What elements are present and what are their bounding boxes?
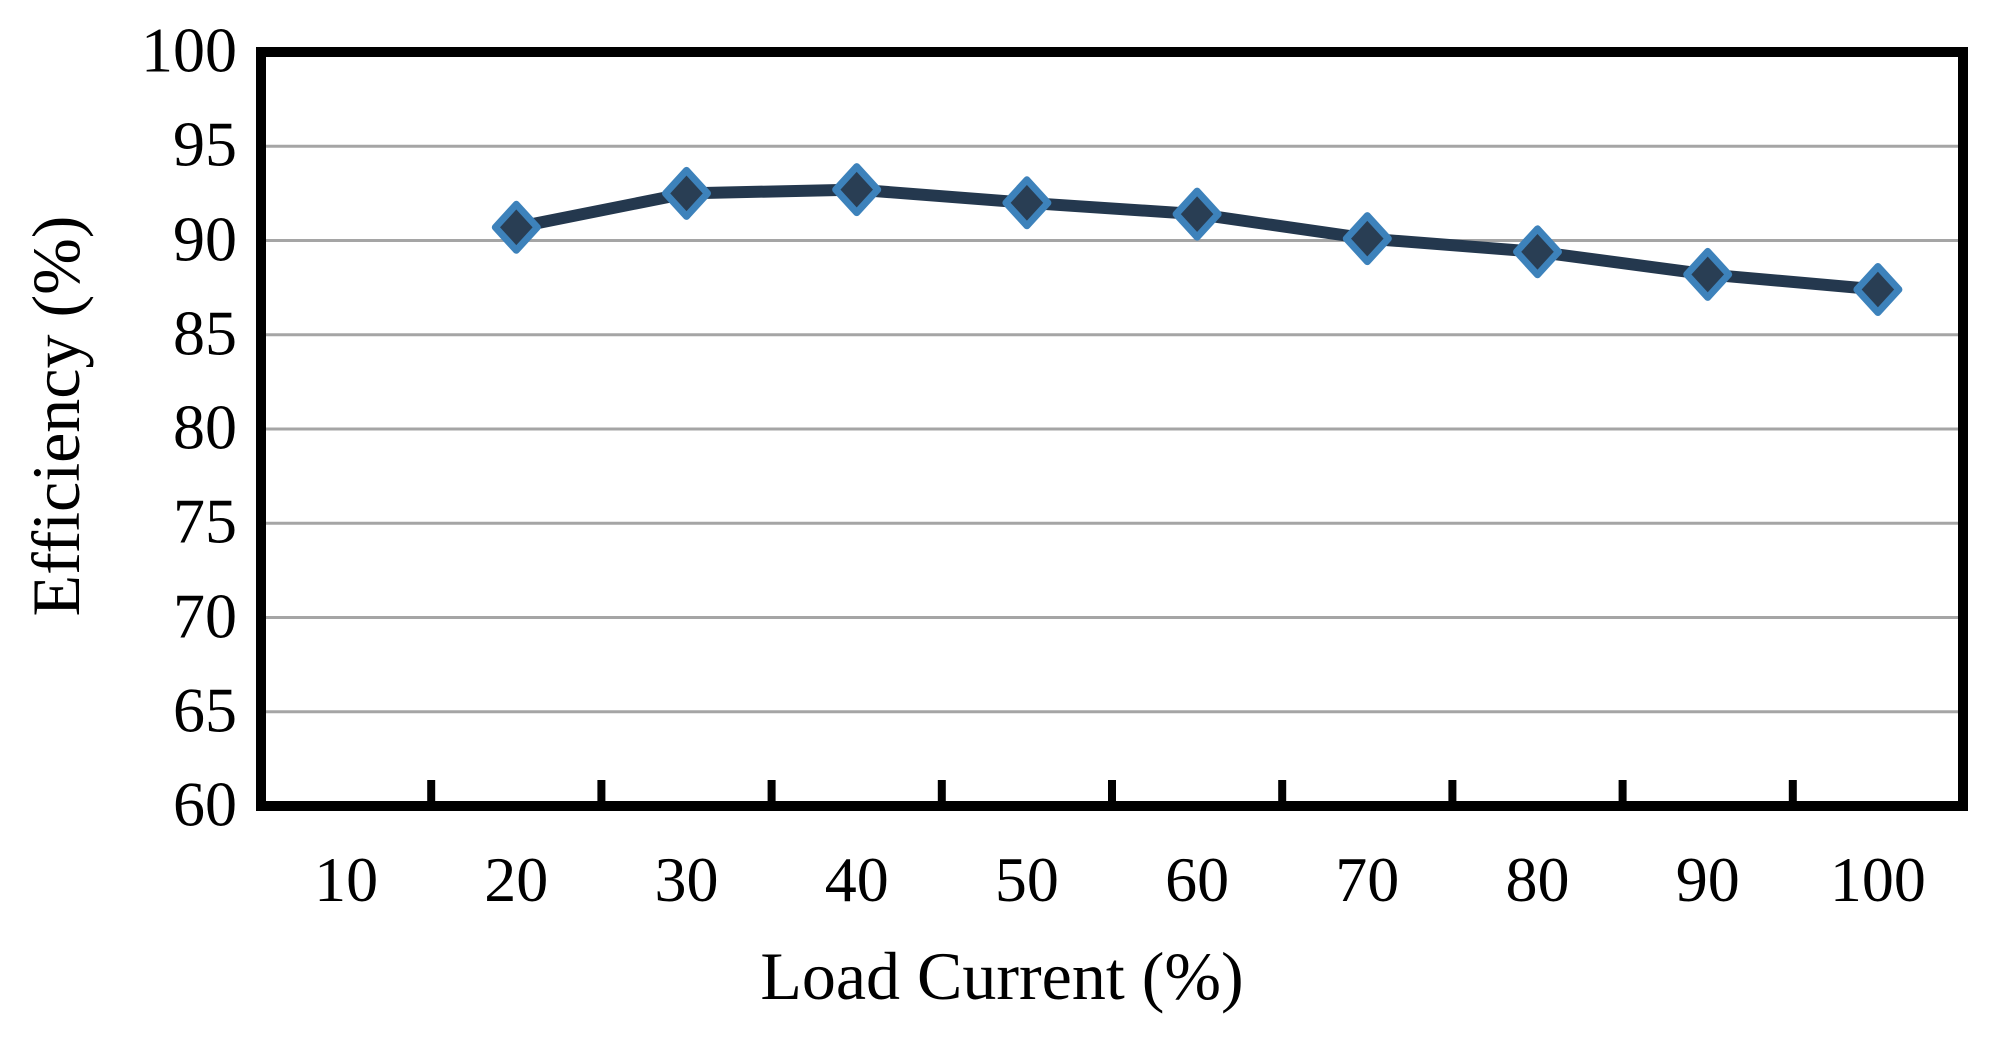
data-point-marker — [1513, 225, 1562, 279]
x-tick-label: 50 — [994, 844, 1059, 915]
data-point-marker — [662, 166, 711, 220]
data-point-marker — [1342, 212, 1392, 266]
y-axis-title: Efficiency (%) — [18, 215, 94, 617]
y-tick-label: 70 — [173, 580, 237, 652]
data-point-marker — [491, 200, 541, 254]
plot-border — [256, 47, 1968, 811]
data-point-marker — [1853, 263, 1903, 317]
data-point-marker — [1683, 247, 1733, 301]
y-tick-label: 85 — [173, 297, 237, 369]
y-tick-label: 95 — [173, 108, 237, 180]
data-point-marker — [1172, 187, 1222, 241]
y-tick-label: 75 — [173, 485, 237, 557]
x-tick-label: 10 — [314, 844, 379, 915]
y-tick-label: 100 — [141, 14, 237, 86]
x-tick-label: 40 — [824, 844, 889, 915]
x-tick-label: 60 — [1165, 844, 1230, 915]
x-tick-label: 30 — [654, 844, 719, 915]
data-point-marker — [832, 163, 882, 217]
x-tick-label: 70 — [1335, 844, 1400, 915]
y-tick-label: 65 — [173, 674, 237, 746]
x-tick-label: 90 — [1675, 844, 1740, 915]
x-tick-label: 80 — [1505, 844, 1570, 915]
x-tick-label: 100 — [1829, 844, 1926, 915]
x-tick-label: 20 — [484, 844, 549, 915]
y-tick-label: 90 — [173, 203, 237, 275]
data-point-marker — [1002, 176, 1052, 230]
y-tick-label: 60 — [173, 768, 237, 840]
x-axis-title: Load Current (%) — [760, 938, 1244, 1014]
y-tick-label: 80 — [173, 391, 237, 463]
